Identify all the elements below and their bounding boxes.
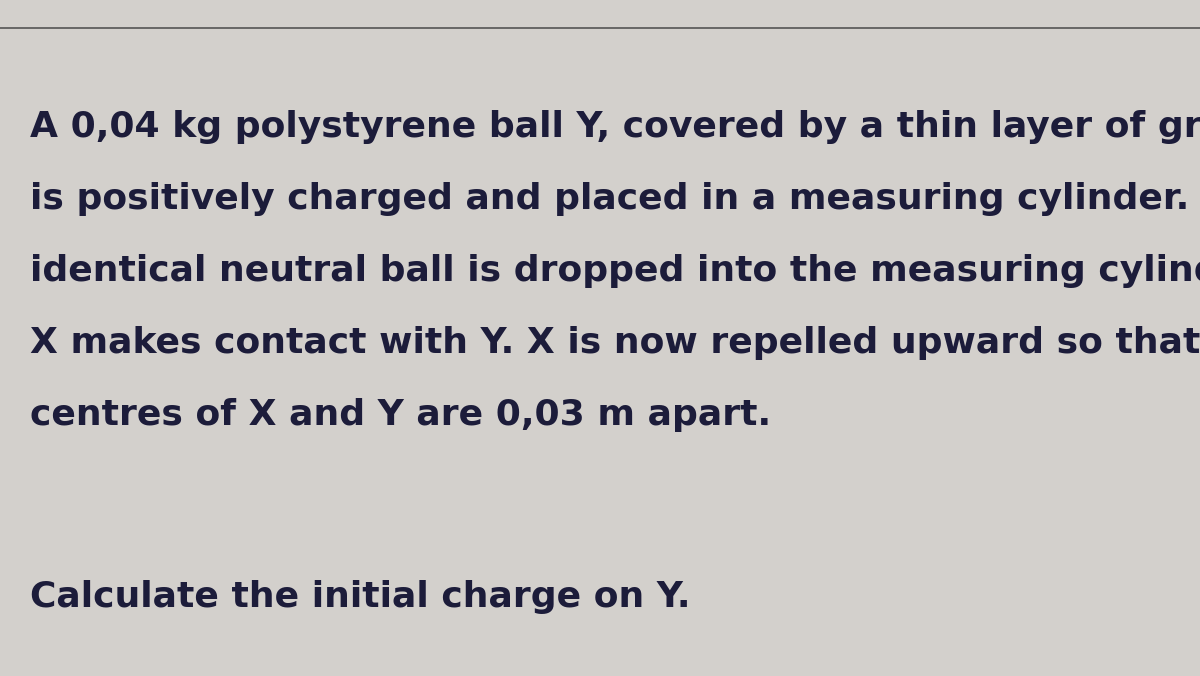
Text: X makes contact with Y. X is now repelled upward so that the: X makes contact with Y. X is now repelle… [30,326,1200,360]
Text: centres of X and Y are 0,03 m apart.: centres of X and Y are 0,03 m apart. [30,398,772,432]
Text: A 0,04 kg polystyrene ball Y, covered by a thin layer of graphit: A 0,04 kg polystyrene ball Y, covered by… [30,110,1200,144]
Text: identical neutral ball is dropped into the measuring cylinder.: identical neutral ball is dropped into t… [30,254,1200,288]
Text: is positively charged and placed in a measuring cylinder. An: is positively charged and placed in a me… [30,182,1200,216]
Text: Calculate the initial charge on Y.: Calculate the initial charge on Y. [30,580,690,614]
